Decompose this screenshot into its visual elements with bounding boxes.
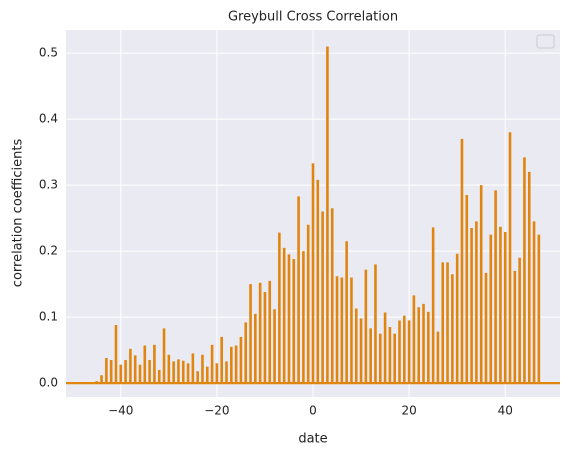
y-tick-label: 0.5 <box>39 46 58 60</box>
x-tick-label: −20 <box>204 404 229 418</box>
x-axis-label: date <box>298 432 327 447</box>
x-tick-label: 40 <box>498 404 513 418</box>
x-tick-label: 0 <box>309 404 317 418</box>
legend-box <box>536 34 555 49</box>
y-tick-label: 0.3 <box>39 178 58 192</box>
x-tick-label: −40 <box>108 404 133 418</box>
x-tick-label: 20 <box>401 404 416 418</box>
y-tick-label: 0.2 <box>39 244 58 258</box>
y-tick-label: 0.0 <box>39 376 58 390</box>
y-tick-label: 0.4 <box>39 112 58 126</box>
y-axis-label: correlation coefficients <box>11 139 26 288</box>
y-tick-label: 0.1 <box>39 310 58 324</box>
chart-title: Greybull Cross Correlation <box>228 10 398 25</box>
